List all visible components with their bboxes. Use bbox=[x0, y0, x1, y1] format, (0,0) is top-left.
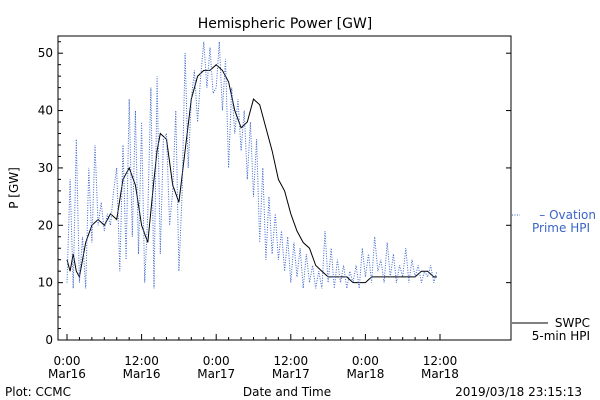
x-tick-time: 12:00 bbox=[124, 354, 159, 368]
legend-swpc: SWPC 5-min HPI bbox=[512, 316, 590, 343]
footer-timestamp: 2019/03/18 23:15:13 bbox=[455, 385, 582, 399]
y-tick-label: 40 bbox=[38, 104, 53, 118]
legend-swpc-line2: 5-min HPI bbox=[532, 329, 590, 343]
x-tick-date: Mar16 bbox=[48, 367, 86, 381]
x-tick-date: Mar16 bbox=[123, 367, 161, 381]
y-tick-label: 20 bbox=[38, 218, 53, 232]
series-line bbox=[66, 41, 438, 289]
y-tick-label: 10 bbox=[38, 276, 53, 290]
y-axis-label: P [GW] bbox=[7, 167, 21, 209]
x-tick-time: 0:00 bbox=[203, 354, 230, 368]
plot-frame bbox=[57, 35, 512, 341]
x-tick-date: Mar18 bbox=[421, 367, 459, 381]
y-tick-label: 30 bbox=[38, 161, 53, 175]
x-tick-date: Mar17 bbox=[197, 367, 235, 381]
y-tick-label: 0 bbox=[45, 333, 53, 347]
x-tick-time: 0:00 bbox=[352, 354, 379, 368]
series-line bbox=[66, 64, 437, 284]
x-axis: 0:00Mar1612:00Mar160:00Mar1712:00Mar170:… bbox=[48, 334, 459, 381]
y-tick-label: 50 bbox=[38, 46, 53, 60]
y-axis: 0 10 20 30 40 50 bbox=[38, 41, 511, 347]
x-axis-label: Date and Time bbox=[243, 385, 331, 399]
x-tick-time: 12:00 bbox=[274, 354, 309, 368]
legend-swpc-line1: SWPC bbox=[555, 316, 590, 330]
x-tick-time: 0:00 bbox=[54, 354, 81, 368]
x-tick-date: Mar17 bbox=[272, 367, 310, 381]
legend-ovation-line1: – Ovation bbox=[539, 208, 596, 222]
legend-ovation-line2: Prime HPI bbox=[532, 221, 590, 235]
legend-ovation: – Ovation Prime HPI bbox=[512, 208, 596, 235]
footer-plot-credit: Plot: CCMC bbox=[5, 385, 71, 399]
x-tick-date: Mar18 bbox=[346, 367, 384, 381]
series-layer bbox=[66, 41, 438, 289]
chart-title: Hemispheric Power [GW] bbox=[198, 16, 373, 32]
x-tick-time: 12:00 bbox=[423, 354, 458, 368]
series-ovation bbox=[66, 41, 438, 289]
